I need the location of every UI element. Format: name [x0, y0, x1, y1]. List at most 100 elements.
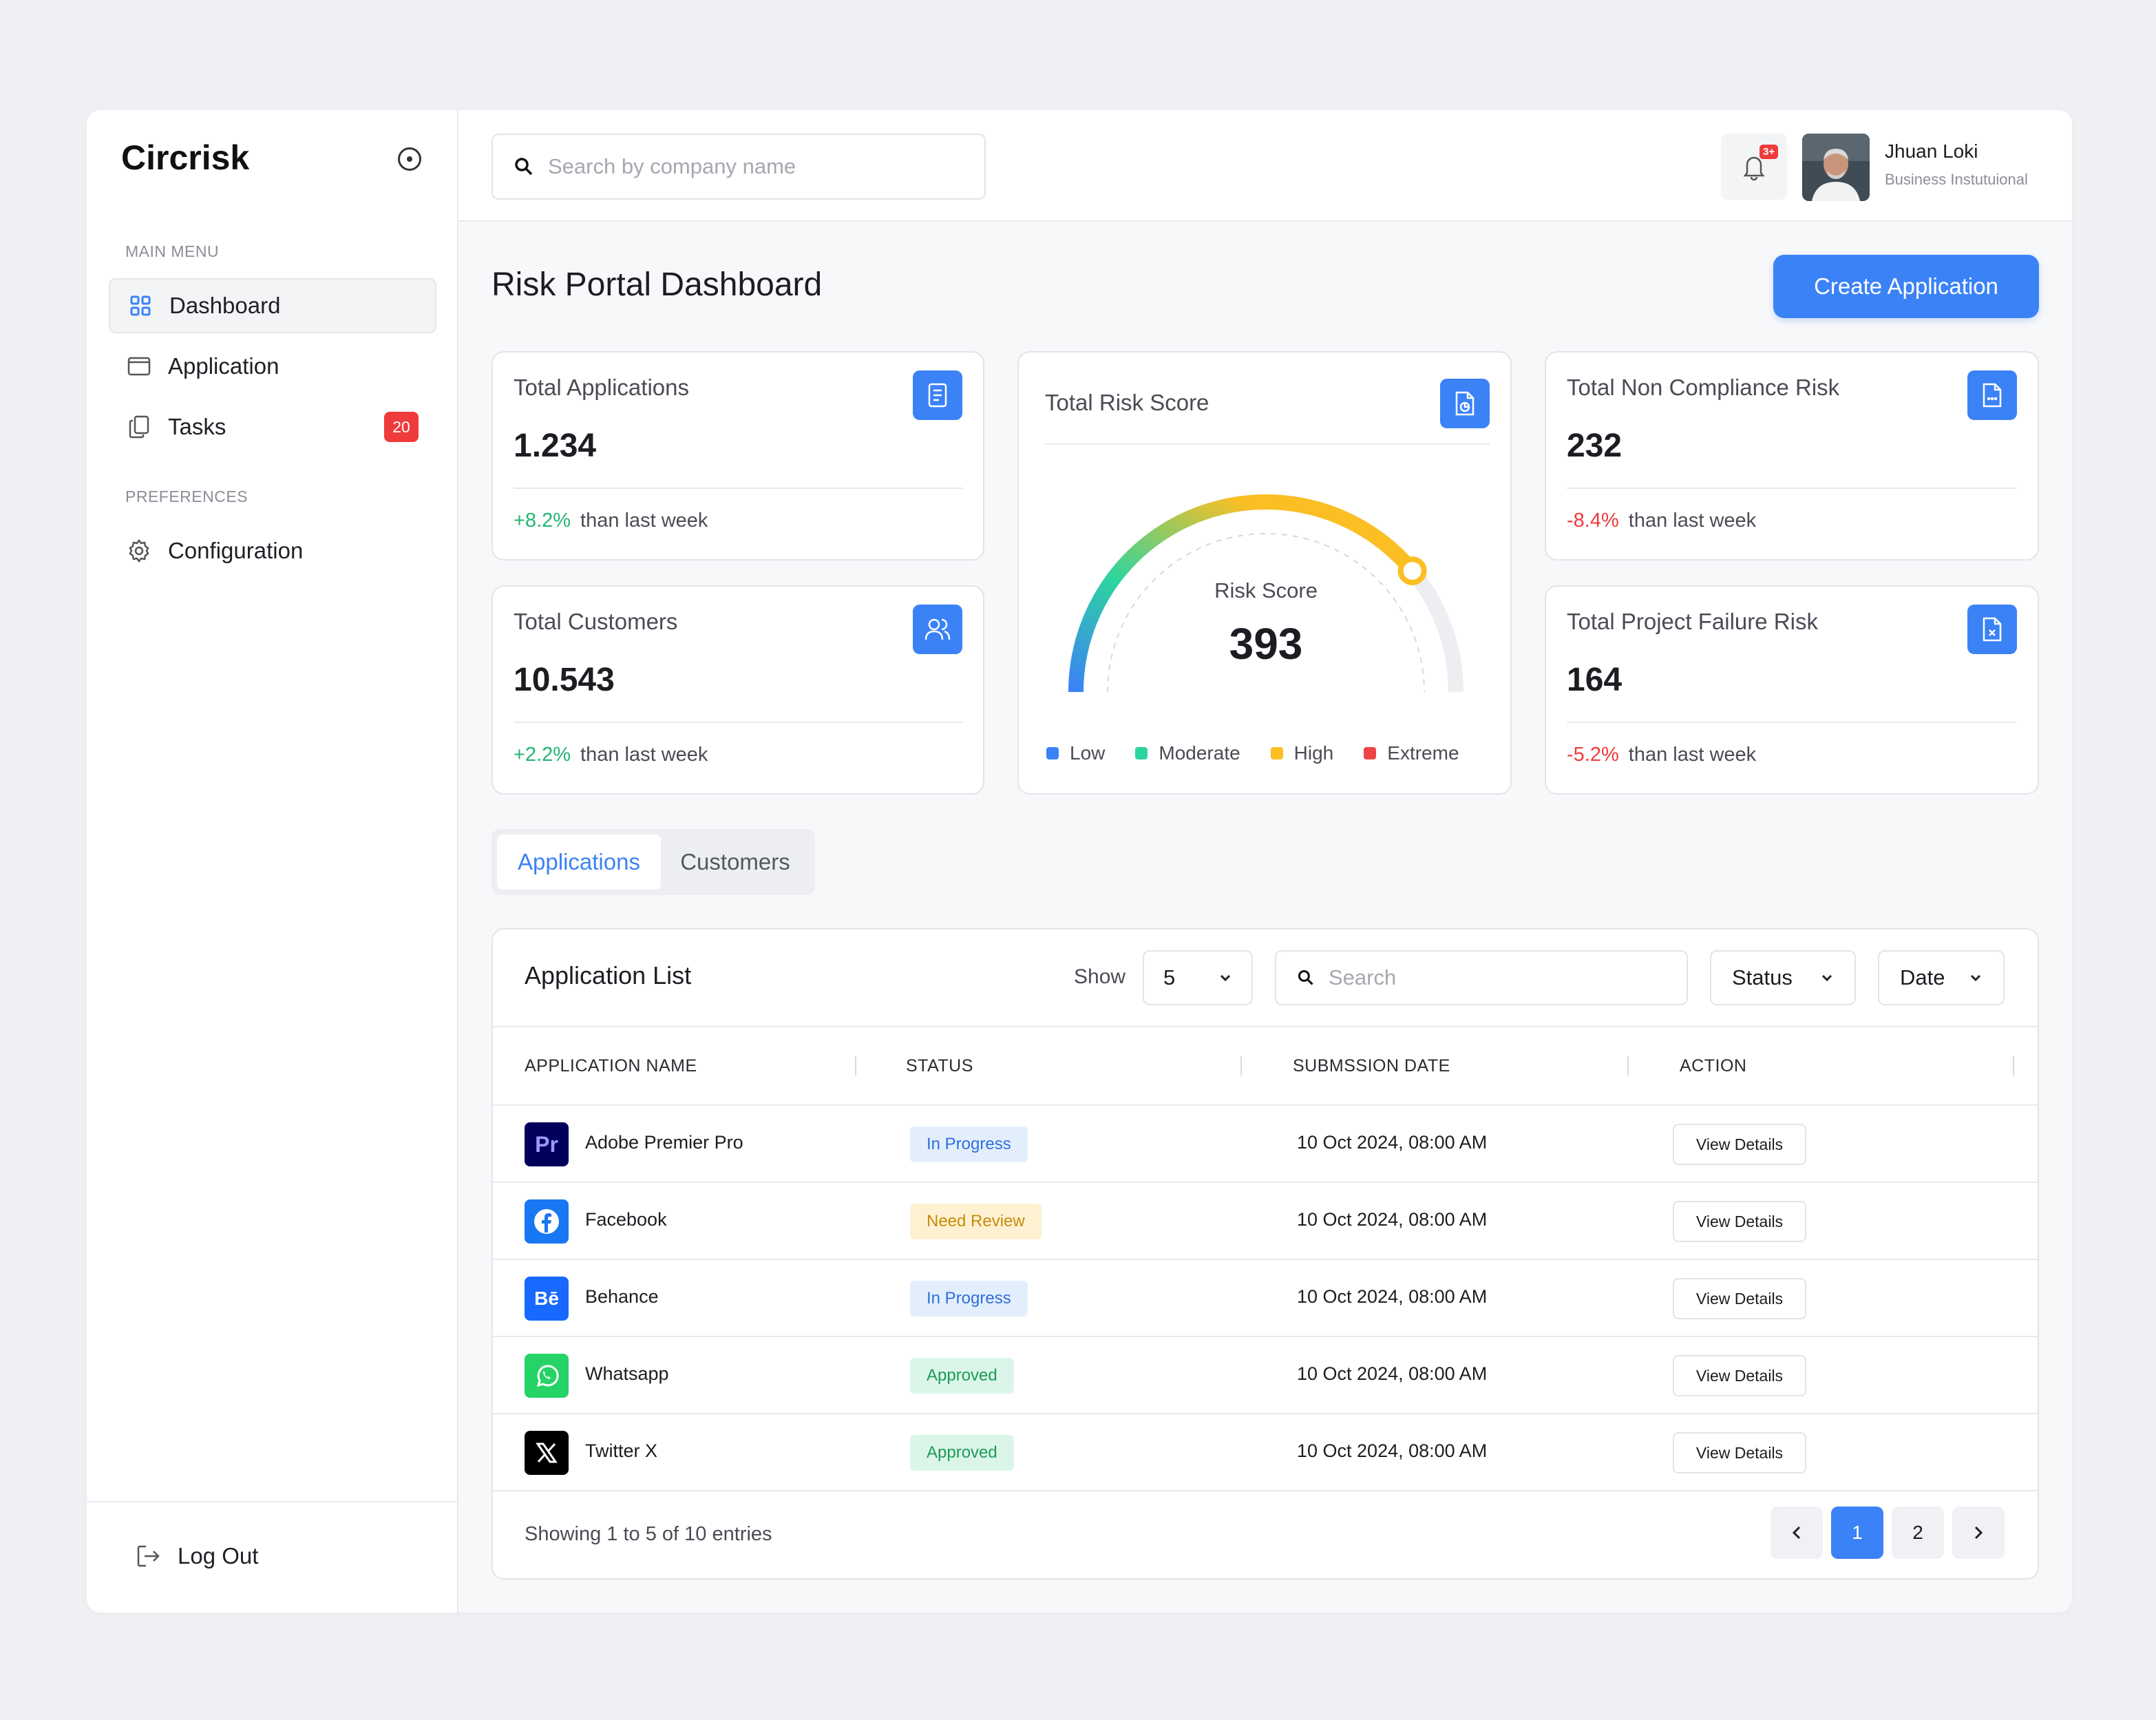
sidebar-item-dashboard[interactable]: Dashboard: [109, 278, 436, 333]
view-details-button[interactable]: View Details: [1673, 1201, 1806, 1242]
chevron-down-icon: [1220, 974, 1231, 982]
sidebar-item-label: Application: [168, 353, 279, 379]
date-filter[interactable]: Date: [1878, 950, 2005, 1005]
gear-icon: [125, 537, 153, 565]
card-value: 164: [1567, 662, 1623, 698]
user-name: Jhuan Loki: [1885, 140, 1978, 162]
submission-date: 10 Oct 2024, 08:00 AM: [1297, 1363, 1488, 1384]
view-details-button[interactable]: View Details: [1673, 1432, 1806, 1473]
column-divider: [855, 1056, 856, 1076]
logout-section: Log Out: [87, 1501, 457, 1613]
card-value: 10.543: [514, 662, 615, 698]
next-page-button[interactable]: [1952, 1507, 2005, 1559]
brand-logo: Circrisk: [121, 138, 250, 177]
divider: [1567, 722, 2017, 723]
document-icon: [913, 370, 962, 420]
legend-label: High: [1293, 742, 1334, 764]
page-size-select[interactable]: 5: [1143, 950, 1253, 1005]
column-divider: [2013, 1056, 2014, 1076]
tab-customers[interactable]: Customers: [680, 849, 790, 874]
tab-applications[interactable]: Applications: [497, 835, 661, 890]
project-failure-card: Total Project Failure Risk 164 -5.2% than…: [1545, 585, 2039, 795]
legend-label: Extreme: [1387, 742, 1459, 764]
table-title: Application List: [525, 961, 692, 989]
sidebar-item-application[interactable]: Application: [109, 339, 436, 394]
search-icon: [515, 158, 533, 176]
file-chart-icon: [1440, 379, 1490, 428]
legend-dot: [1364, 747, 1377, 759]
create-application-button[interactable]: Create Application: [1773, 255, 2039, 318]
avatar[interactable]: [1802, 134, 1870, 201]
bell-icon: [1743, 156, 1765, 181]
table-row: Facebook Need Review 10 Oct 2024, 08:00 …: [493, 1183, 2038, 1260]
file-x-icon: [1967, 605, 2017, 654]
legend-item-high: High: [1270, 742, 1334, 764]
notification-button[interactable]: 3+: [1721, 134, 1787, 200]
logout-icon: [135, 1542, 162, 1570]
user-role: Business Instutuional: [1885, 171, 2028, 188]
behance-logo: Bē: [525, 1277, 569, 1321]
preferences-label: PREFERENCES: [125, 487, 249, 505]
change-suffix: than last week: [1628, 510, 1757, 532]
file-icon: [1967, 370, 2017, 420]
premiere-pro-logo: Pr: [525, 1122, 569, 1166]
sidebar-toggle-icon[interactable]: [398, 147, 421, 171]
change-suffix: than last week: [1628, 744, 1757, 766]
app-name: Twitter X: [585, 1440, 658, 1461]
divider: [514, 487, 962, 489]
logout-label: Log Out: [178, 1543, 259, 1569]
company-search-input[interactable]: [548, 154, 961, 179]
change-value: -8.4%: [1567, 510, 1619, 532]
status-filter[interactable]: Status: [1710, 950, 1856, 1005]
card-footer: +8.2% than last week: [514, 510, 708, 532]
risk-gauge: [1068, 494, 1463, 693]
chevron-down-icon: [1821, 974, 1832, 982]
status-badge: In Progress: [910, 1126, 1028, 1162]
legend-item-moderate: Moderate: [1135, 742, 1240, 764]
page-button-2[interactable]: 2: [1892, 1507, 1944, 1559]
card-footer: -8.4% than last week: [1567, 510, 1756, 532]
card-title: Total Applications: [514, 375, 689, 400]
app-window: Circrisk MAIN MENU Dashboard Application…: [87, 110, 2072, 1613]
column-divider: [1627, 1056, 1629, 1076]
view-details-button[interactable]: View Details: [1673, 1124, 1806, 1165]
change-suffix: than last week: [580, 510, 708, 532]
sidebar-item-configuration[interactable]: Configuration: [109, 523, 436, 578]
x-logo: [525, 1431, 569, 1475]
submission-date: 10 Oct 2024, 08:00 AM: [1297, 1209, 1488, 1230]
card-title: Total Project Failure Risk: [1567, 609, 1818, 634]
divider: [1045, 443, 1490, 445]
status-filter-label: Status: [1732, 965, 1793, 989]
non-compliance-card: Total Non Compliance Risk 232 -8.4% than …: [1545, 351, 2039, 560]
app-name: Facebook: [585, 1209, 667, 1230]
gauge-knob: [1397, 556, 1427, 586]
chevron-right-icon: [1974, 1526, 1983, 1540]
card-value: 1.234: [514, 428, 597, 464]
submission-date: 10 Oct 2024, 08:00 AM: [1297, 1286, 1488, 1307]
company-search[interactable]: [492, 134, 986, 200]
table-search[interactable]: [1275, 950, 1688, 1005]
sidebar-item-label: Dashboard: [169, 293, 281, 318]
legend-dot: [1270, 747, 1283, 759]
card-value: 232: [1567, 428, 1623, 464]
table-search-input[interactable]: [1329, 965, 1673, 990]
total-applications-card: Total Applications 1.234 +8.2% than last …: [492, 351, 984, 560]
notification-badge: 3+: [1759, 145, 1779, 159]
view-details-button[interactable]: View Details: [1673, 1355, 1806, 1396]
table-row: Whatsapp Approved 10 Oct 2024, 08:00 AM …: [493, 1337, 2038, 1414]
change-value: +8.2%: [514, 510, 571, 532]
topbar: 3+ Jhuan Loki Business Instutuional: [458, 110, 2072, 222]
risk-legend: Low Moderate High Extreme: [1046, 742, 1459, 764]
page-button-1[interactable]: 1: [1831, 1507, 1883, 1559]
sidebar-item-tasks[interactable]: Tasks 20: [109, 399, 436, 454]
logout-button[interactable]: Log Out: [135, 1542, 258, 1570]
view-details-button[interactable]: View Details: [1673, 1278, 1806, 1319]
column-header: SUBMSSION DATE: [1293, 1056, 1450, 1076]
risk-score-card: Total Risk Score Risk Score 393 Low M: [1017, 351, 1512, 795]
submission-date: 10 Oct 2024, 08:00 AM: [1297, 1440, 1488, 1461]
risk-score-value: 393: [1229, 619, 1303, 669]
sidebar: Circrisk MAIN MENU Dashboard Application…: [87, 110, 458, 1613]
prev-page-button[interactable]: [1771, 1507, 1823, 1559]
view-tabs: Applications Customers: [492, 829, 815, 895]
legend-item-extreme: Extreme: [1364, 742, 1459, 764]
